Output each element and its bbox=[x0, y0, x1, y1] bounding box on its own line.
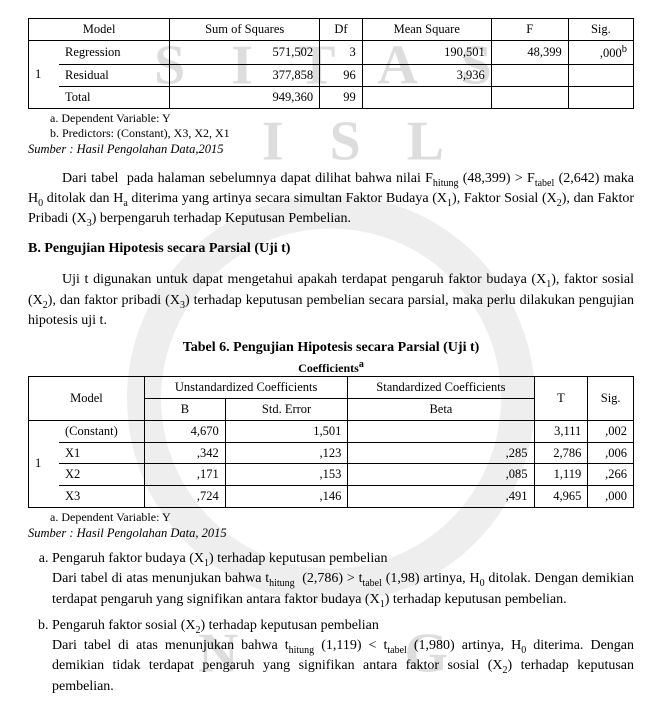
anova-r2-sig bbox=[568, 86, 633, 108]
coef-r3-t: 4,965 bbox=[534, 486, 588, 508]
coef-h-std: Standardized Coefficients bbox=[348, 376, 534, 398]
anova-rowset: 1 bbox=[29, 40, 60, 108]
coef-r3-b: ,724 bbox=[144, 486, 225, 508]
coef-r1-se: ,123 bbox=[225, 442, 348, 464]
source-1: Sumber : Hasil Pengolahan Data,2015 bbox=[28, 141, 634, 158]
anova-r0-df: 3 bbox=[320, 40, 363, 64]
anova-r0-ss: 571,502 bbox=[170, 40, 320, 64]
coef-r3-se: ,146 bbox=[225, 486, 348, 508]
findings-list: Pengaruh faktor budaya (X1) terhadap kep… bbox=[28, 550, 634, 697]
anova-r1-ss: 377,858 bbox=[170, 64, 320, 86]
anova-notes: a. Dependent Variable: Y b. Predictors: … bbox=[50, 111, 634, 141]
anova-note-a: a. Dependent Variable: Y bbox=[50, 111, 634, 126]
coefficients-table: Model Unstandardized Coefficients Standa… bbox=[28, 376, 634, 508]
anova-r2-label: Total bbox=[59, 86, 170, 108]
coef-h-unstd: Unstandardized Coefficients bbox=[144, 376, 347, 398]
coef-notes: a. Dependent Variable: Y bbox=[50, 510, 634, 525]
anova-h-ss: Sum of Squares bbox=[170, 19, 320, 41]
coef-r2-sig: ,266 bbox=[588, 464, 634, 486]
coef-r2-se: ,153 bbox=[225, 464, 348, 486]
coef-r0-beta bbox=[348, 420, 534, 442]
coef-h-t: T bbox=[534, 376, 588, 420]
anova-note-b: b. Predictors: (Constant), X3, X2, X1 bbox=[50, 126, 634, 141]
table6-subtitle: Coefficientsa bbox=[28, 358, 634, 376]
coef-h-model: Model bbox=[29, 376, 145, 420]
coef-r2-b: ,171 bbox=[144, 464, 225, 486]
coef-r1-sig: ,006 bbox=[588, 442, 634, 464]
anova-h-model: Model bbox=[29, 19, 170, 41]
anova-r0-ms: 190,501 bbox=[362, 40, 491, 64]
coef-r0-se: 1,501 bbox=[225, 420, 348, 442]
anova-r2-ms bbox=[362, 86, 491, 108]
coef-rowset: 1 bbox=[29, 420, 60, 508]
anova-r1-ms: 3,936 bbox=[362, 64, 491, 86]
coef-r3-label: X3 bbox=[59, 486, 144, 508]
finding-a: Pengaruh faktor budaya (X1) terhadap kep… bbox=[52, 550, 634, 611]
anova-h-df: Df bbox=[320, 19, 363, 41]
coef-r2-t: 1,119 bbox=[534, 464, 588, 486]
coef-h-beta: Beta bbox=[348, 398, 534, 420]
paragraph-2: Uji t digunakan untuk dapat mengetahui a… bbox=[28, 271, 634, 330]
coef-r0-t: 3,111 bbox=[534, 420, 588, 442]
source-2: Sumber : Hasil Pengolahan Data, 2015 bbox=[28, 525, 634, 542]
coef-h-se: Std. Error bbox=[225, 398, 348, 420]
coef-r0-label: (Constant) bbox=[59, 420, 144, 442]
coef-h-b: B bbox=[144, 398, 225, 420]
anova-r0-label: Regression bbox=[59, 40, 170, 64]
anova-h-ms: Mean Square bbox=[362, 19, 491, 41]
coef-r0-sig: ,002 bbox=[588, 420, 634, 442]
section-b-title: B. Pengujian Hipotesis secara Parsial (U… bbox=[28, 240, 634, 259]
anova-h-f: F bbox=[491, 19, 568, 41]
anova-r0-sig: ,000b bbox=[568, 40, 633, 64]
coef-note-a: a. Dependent Variable: Y bbox=[50, 510, 634, 525]
anova-r2-df: 99 bbox=[320, 86, 363, 108]
coef-r0-b: 4,670 bbox=[144, 420, 225, 442]
anova-r1-df: 96 bbox=[320, 64, 363, 86]
anova-table: Model Sum of Squares Df Mean Square F Si… bbox=[28, 18, 634, 109]
coef-r1-b: ,342 bbox=[144, 442, 225, 464]
anova-h-sig: Sig. bbox=[568, 19, 633, 41]
coef-r1-label: X1 bbox=[59, 442, 144, 464]
table6-title: Tabel 6. Pengujian Hipotesis secara Pars… bbox=[28, 339, 634, 358]
coef-r2-label: X2 bbox=[59, 464, 144, 486]
anova-r2-f bbox=[491, 86, 568, 108]
coef-r2-beta: ,085 bbox=[348, 464, 534, 486]
coef-r3-sig: ,000 bbox=[588, 486, 634, 508]
anova-r0-f: 48,399 bbox=[491, 40, 568, 64]
anova-r1-sig bbox=[568, 64, 633, 86]
coef-r1-t: 2,786 bbox=[534, 442, 588, 464]
coef-r3-beta: ,491 bbox=[348, 486, 534, 508]
anova-r1-label: Residual bbox=[59, 64, 170, 86]
anova-r1-f bbox=[491, 64, 568, 86]
coef-h-sig: Sig. bbox=[588, 376, 634, 420]
anova-r2-ss: 949,360 bbox=[170, 86, 320, 108]
finding-b: Pengaruh faktor sosial (X2) terhadap kep… bbox=[52, 617, 634, 697]
paragraph-1: Dari tabel pada halaman sebelumnya dapat… bbox=[28, 170, 634, 231]
coef-r1-beta: ,285 bbox=[348, 442, 534, 464]
